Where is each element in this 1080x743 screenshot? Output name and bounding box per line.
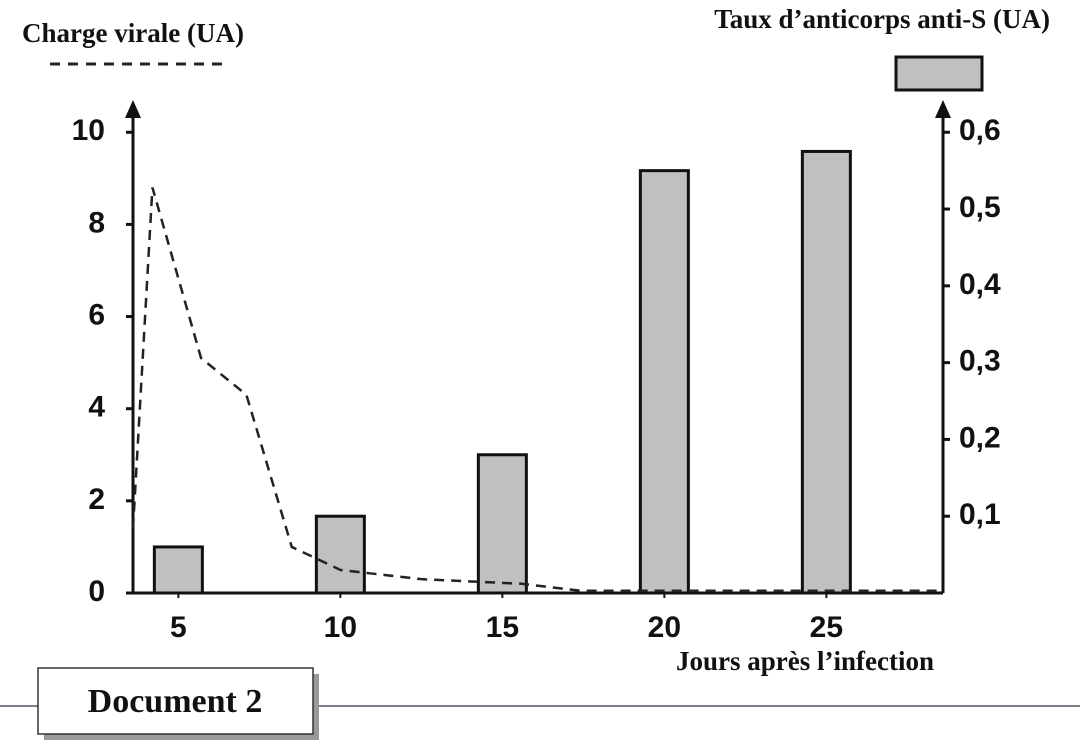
x-tick-label: 5 (170, 611, 187, 644)
y-tick-label: 4 (88, 391, 105, 424)
y-tick-label: 0 (88, 575, 105, 608)
bar (152, 545, 204, 595)
x-tick-label: 10 (324, 611, 357, 644)
bar (314, 514, 366, 595)
legend-label: Taux d’anticorps anti-S (UA) (714, 4, 1050, 34)
bar (800, 149, 852, 595)
y-tick-label: 8 (88, 206, 105, 239)
y2-tick-label: 0,2 (959, 421, 1001, 454)
y2-tick-label: 0,3 (959, 345, 1001, 378)
y-axis-arrow (125, 100, 141, 118)
bar (476, 453, 528, 595)
legend-swatch (894, 55, 984, 92)
x-tick-label: 20 (648, 611, 681, 644)
x-tick-label: 25 (810, 611, 843, 644)
y-tick-label: 10 (72, 114, 105, 147)
y-tick-label: 2 (88, 483, 105, 516)
y2-tick-label: 0,5 (959, 191, 1001, 224)
y2-tick-label: 0,1 (959, 498, 1001, 531)
y-tick-label: 6 (88, 298, 105, 331)
line (131, 187, 943, 592)
y2-axis-arrow (935, 100, 951, 118)
bar (638, 169, 690, 595)
legend-label: Charge virale (UA) (22, 18, 244, 48)
doc-box (37, 667, 314, 735)
x-axis-label: Jours après l’infection (676, 646, 934, 676)
x-tick-label: 15 (486, 611, 519, 644)
y2-tick-label: 0,4 (959, 268, 1001, 301)
y2-tick-label: 0,6 (959, 114, 1001, 147)
document-label: Document 2 (88, 683, 263, 720)
